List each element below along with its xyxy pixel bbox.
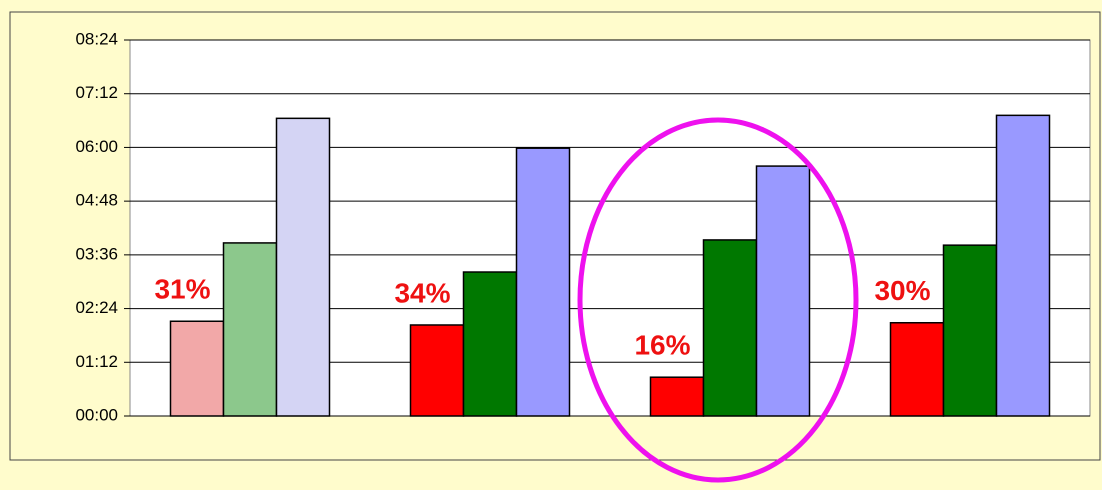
bar bbox=[169, 320, 225, 417]
bar bbox=[942, 244, 998, 417]
bar bbox=[222, 242, 278, 417]
annotation: 34% bbox=[394, 277, 450, 308]
bar bbox=[702, 239, 758, 417]
annotation: 16% bbox=[634, 330, 690, 361]
y-tick-label: 04:48 bbox=[75, 191, 118, 210]
y-tick-label: 06:00 bbox=[75, 137, 118, 156]
bar bbox=[995, 114, 1051, 417]
bar bbox=[889, 321, 945, 417]
y-tick-label: 07:12 bbox=[75, 83, 118, 102]
bar bbox=[649, 376, 705, 417]
y-tick-label: 00:00 bbox=[75, 405, 118, 424]
annotation: 31% bbox=[154, 274, 210, 305]
bar bbox=[409, 324, 465, 417]
bar bbox=[515, 147, 571, 417]
bar bbox=[275, 117, 331, 417]
annotation: 30% bbox=[874, 275, 930, 306]
y-tick-label: 08:24 bbox=[75, 29, 118, 48]
highlight-ellipse bbox=[577, 117, 859, 483]
y-tick-label: 01:12 bbox=[75, 352, 118, 371]
y-tick-label: 03:36 bbox=[75, 244, 118, 263]
bar bbox=[462, 271, 518, 417]
bar bbox=[755, 165, 811, 417]
y-tick-label: 02:24 bbox=[75, 298, 118, 317]
